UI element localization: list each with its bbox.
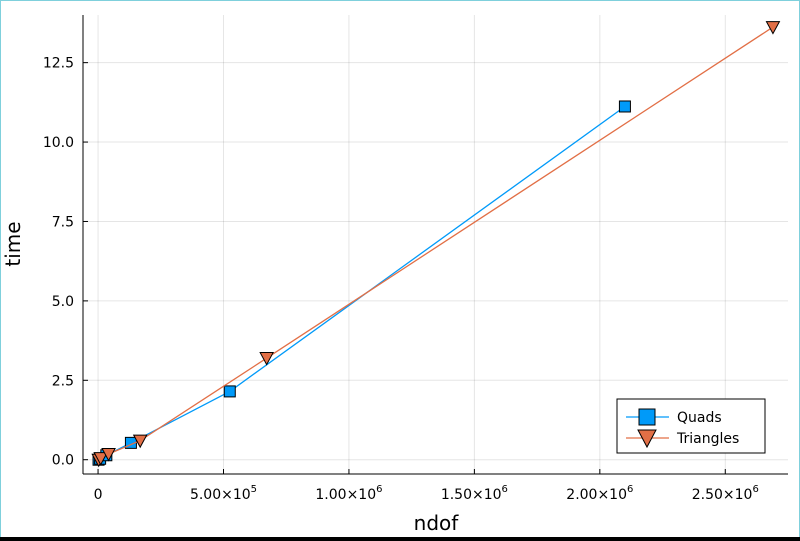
x-tick-label: 1.00×106 [315, 484, 382, 503]
bottom-edge [0, 537, 800, 541]
legend-marker-quads [638, 408, 656, 426]
data-point-triangles [132, 434, 148, 449]
x-tick-label-exponent: 6 [752, 484, 758, 495]
x-tick-label: 1.50×106 [441, 484, 508, 503]
data-point-triangles [765, 21, 781, 35]
series-line-quads [98, 105, 626, 461]
y-tick-label: 7.5 [52, 214, 74, 230]
data-point-triangles [93, 452, 109, 466]
x-tick-label-exponent: 6 [502, 484, 508, 495]
series [91, 21, 781, 468]
axes: 0 5.00×105 1.00×106 1.50×106 2.00×106 2.50×10… [43, 15, 788, 503]
x-tick-label: 2.00×106 [566, 484, 633, 503]
x-tick-label-mantissa: 2.00×10 [566, 487, 627, 503]
y-tick-label: 2.5 [52, 373, 74, 389]
x-tick-label-mantissa: 0 [94, 487, 103, 503]
x-tick-label-mantissa: 5.00×10 [190, 487, 251, 503]
legend-label-triangles: Triangles [676, 431, 739, 447]
x-tick-label-mantissa: 1.50×10 [441, 487, 502, 503]
x-tick-label-exponent: 5 [251, 484, 257, 495]
legend-box [616, 398, 766, 454]
grid [83, 15, 788, 474]
x-tick-label-exponent: 6 [627, 484, 633, 495]
data-point-triangles [259, 352, 274, 366]
x-tick-label-exponent: 6 [376, 484, 382, 495]
legend-marker-triangles [637, 429, 657, 449]
y-axis-label: time [1, 221, 25, 266]
data-point-triangles [101, 447, 116, 462]
x-tick-label-mantissa: 1.00×10 [315, 487, 376, 503]
legend-label-quads: Quads [677, 410, 722, 426]
y-tick-label: 10.0 [43, 135, 74, 151]
x-axis-label: ndof [414, 511, 460, 535]
x-tick-label: 0 [94, 487, 103, 503]
y-tick-label: 5.0 [52, 294, 74, 310]
x-tick-label: 5.00×105 [190, 484, 257, 503]
x-tick-label-mantissa: 2.50×10 [692, 487, 753, 503]
y-tick-label: 0.0 [52, 453, 74, 469]
data-point-quads [618, 100, 631, 113]
y-tick-label: 12.5 [43, 56, 74, 72]
legend: Quads Triangles [616, 398, 766, 454]
x-tick-label: 2.50×106 [692, 484, 759, 503]
data-point-quads [223, 385, 236, 398]
